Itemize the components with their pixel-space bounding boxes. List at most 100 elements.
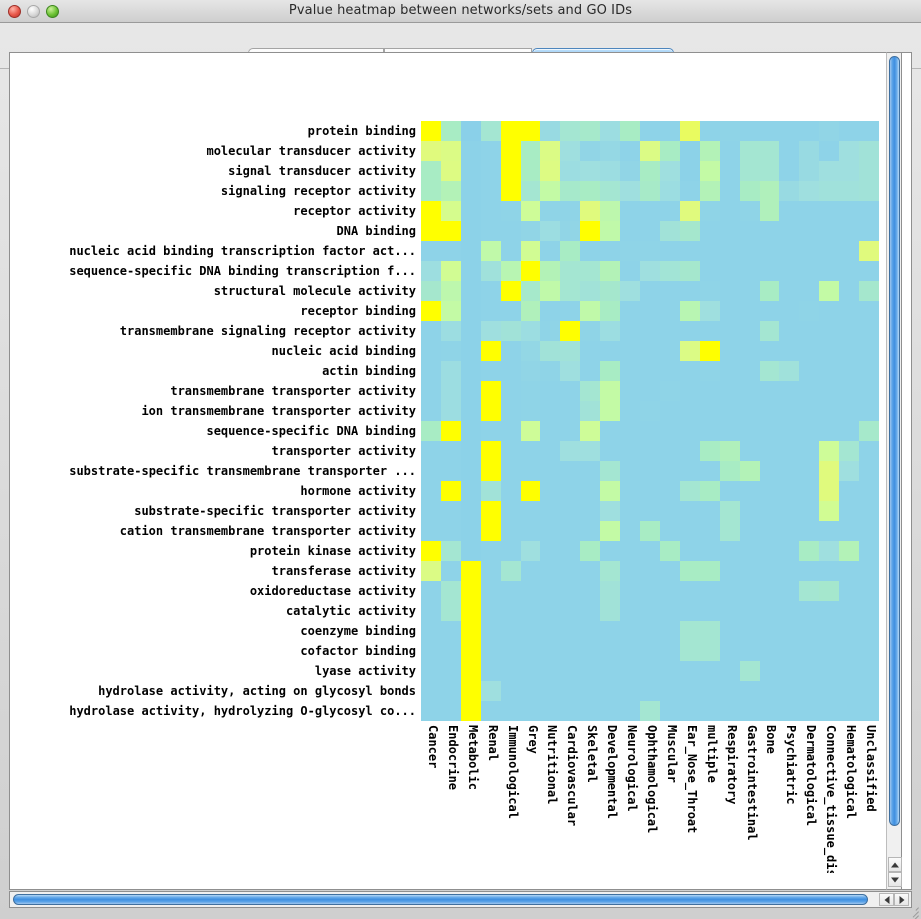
heatmap-cell[interactable] [540,361,561,381]
heatmap-cell[interactable] [600,141,621,161]
heatmap-cell[interactable] [620,701,641,721]
heatmap-cell[interactable] [520,501,541,521]
heatmap-cell[interactable] [421,541,441,561]
heatmap-cell[interactable] [540,641,561,661]
heatmap-cell[interactable] [659,321,680,341]
heatmap-cell[interactable] [480,661,501,681]
heatmap-cell[interactable] [659,461,680,481]
heatmap-cell[interactable] [739,501,760,521]
heatmap-cell[interactable] [739,561,760,581]
heatmap-cell[interactable] [580,361,601,381]
heatmap-cell[interactable] [520,121,541,141]
heatmap-cell[interactable] [799,281,820,301]
heatmap-cell[interactable] [620,461,641,481]
heatmap-cell[interactable] [440,201,461,221]
heatmap-cell[interactable] [540,521,561,541]
heatmap-cell[interactable] [421,361,441,381]
heatmap-cell[interactable] [719,201,740,221]
heatmap-cell[interactable] [819,641,840,661]
heatmap-cell[interactable] [839,421,860,441]
heatmap-cell[interactable] [659,521,680,541]
heatmap-cell[interactable] [560,461,581,481]
heatmap-cell[interactable] [520,641,541,661]
heatmap-cell[interactable] [560,401,581,421]
heatmap-cell[interactable] [739,201,760,221]
heatmap-cell[interactable] [659,641,680,661]
heatmap-cell[interactable] [460,601,481,621]
scroll-down-button[interactable] [888,872,902,887]
heatmap-cell[interactable] [819,581,840,601]
heatmap-cell[interactable] [560,641,581,661]
heatmap-cell[interactable] [600,381,621,401]
heatmap-cell[interactable] [480,241,501,261]
heatmap-cell[interactable] [540,261,561,281]
heatmap-cell[interactable] [460,661,481,681]
heatmap-cell[interactable] [560,241,581,261]
heatmap-cell[interactable] [819,681,840,701]
heatmap-cell[interactable] [799,201,820,221]
heatmap-cell[interactable] [640,341,660,361]
heatmap-cell[interactable] [859,261,879,281]
heatmap-cell[interactable] [859,581,879,601]
heatmap-cell[interactable] [560,541,581,561]
heatmap-cell[interactable] [620,541,641,561]
heatmap-cell[interactable] [440,541,461,561]
heatmap-cell[interactable] [859,561,879,581]
heatmap-cell[interactable] [739,381,760,401]
heatmap-canvas[interactable]: protein binding molecular transducer acti… [10,53,895,873]
heatmap-cell[interactable] [679,641,700,661]
heatmap-cell[interactable] [640,521,660,541]
heatmap-cell[interactable] [620,301,641,321]
heatmap-cell[interactable] [620,261,641,281]
heatmap-cell[interactable] [500,221,521,241]
heatmap-cell[interactable] [540,381,561,401]
heatmap-cell[interactable] [500,621,521,641]
heatmap-cell[interactable] [500,241,521,261]
heatmap-cell[interactable] [779,581,800,601]
heatmap-cell[interactable] [480,481,501,501]
heatmap-cell[interactable] [580,701,601,721]
heatmap-cell[interactable] [580,401,601,421]
heatmap-cell[interactable] [560,421,581,441]
heatmap-cell[interactable] [799,241,820,261]
heatmap-cell[interactable] [819,221,840,241]
heatmap-cell[interactable] [460,481,481,501]
heatmap-cell[interactable] [580,241,601,261]
heatmap-cell[interactable] [839,241,860,261]
heatmap-cell[interactable] [560,301,581,321]
heatmap-cell[interactable] [659,181,680,201]
heatmap-cell[interactable] [719,521,740,541]
heatmap-cell[interactable] [799,401,820,421]
heatmap-cell[interactable] [719,661,740,681]
heatmap-cell[interactable] [580,381,601,401]
heatmap-cell[interactable] [500,261,521,281]
heatmap-cell[interactable] [520,581,541,601]
heatmap-cell[interactable] [600,441,621,461]
heatmap-cell[interactable] [640,401,660,421]
heatmap-cell[interactable] [819,281,840,301]
heatmap-cell[interactable] [699,161,720,181]
heatmap-cell[interactable] [460,121,481,141]
heatmap-cell[interactable] [440,621,461,641]
heatmap-cell[interactable] [839,181,860,201]
heatmap-cell[interactable] [580,341,601,361]
heatmap-cell[interactable] [739,581,760,601]
heatmap-cell[interactable] [779,521,800,541]
heatmap-cell[interactable] [640,381,660,401]
heatmap-cell[interactable] [759,441,780,461]
heatmap-cell[interactable] [600,521,621,541]
heatmap-cell[interactable] [799,121,820,141]
heatmap-cell[interactable] [640,361,660,381]
heatmap-cell[interactable] [560,561,581,581]
heatmap-cell[interactable] [600,281,621,301]
heatmap-cell[interactable] [719,701,740,721]
heatmap-cell[interactable] [799,361,820,381]
heatmap-cell[interactable] [859,401,879,421]
heatmap-cell[interactable] [719,121,740,141]
heatmap-cell[interactable] [799,421,820,441]
heatmap-cell[interactable] [560,601,581,621]
heatmap-cell[interactable] [859,501,879,521]
heatmap-cell[interactable] [819,561,840,581]
heatmap-cell[interactable] [640,201,660,221]
heatmap-cell[interactable] [759,541,780,561]
